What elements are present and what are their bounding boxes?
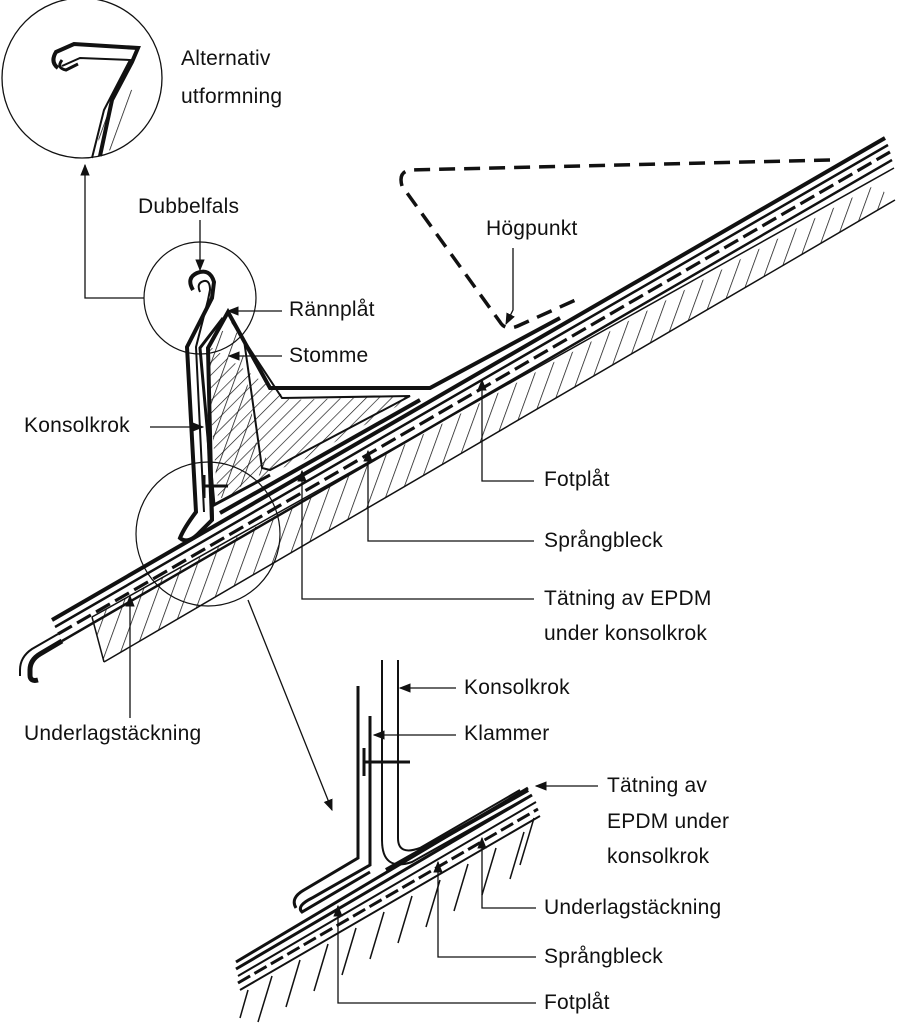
gutter-sheet [177,269,561,543]
drip-edge [27,638,64,683]
label-konsolkrok: Konsolkrok [24,414,130,437]
detail-label-fotplat: Fotplåt [544,991,610,1014]
label-dubbelfals: Dubbelfals [138,195,240,218]
label-underlagstackning: Underlagstäckning [24,722,202,745]
label-alternativ-line2: utformning [181,85,283,108]
label-alternativ-line1: Alternativ [181,47,271,70]
label-fotplat: Fotplåt [544,468,610,491]
roof-deck-left-edge [91,616,105,663]
detail-view [235,660,541,1023]
roof-deck-bottom [103,199,896,663]
gutter [177,269,561,543]
callout-circle-detail [135,461,281,607]
label-sprangbleck: Språngbleck [544,529,663,552]
detail-label-underlagstackning: Underlagstäckning [544,896,722,919]
roof-layer-2 [54,143,889,629]
detail-leader-lines [333,683,598,1004]
detail-label-klammer: Klammer [464,722,550,745]
label-hogpunkt: Högpunkt [486,217,578,240]
detail-label-tatning-line1: Tätning av [607,774,708,797]
leader-lines [80,163,534,812]
alternative-design-shape [51,41,141,159]
detail-label-konsolkrok: Konsolkrok [464,676,570,699]
bracket-hook [206,419,214,521]
detail-label-sprangbleck: Språngbleck [544,945,663,968]
label-tatning-line1: Tätning av EPDM [544,587,712,610]
epdm-seal [219,398,421,515]
detail-label-tatning-line3: konsolkrok [607,845,710,868]
roof-layer-5 [91,167,895,618]
label-rannplat: Rännplåt [289,298,375,321]
label-tatning-line2: under konsolkrok [544,622,708,645]
label-stomme: Stomme [289,344,369,367]
roof-layer-3-dashed [57,150,891,636]
roof-deck-hatch [92,185,895,662]
detail-label-tatning-line2: EPDM under [607,810,730,833]
inset-circle-alternative [1,0,163,159]
roof-layer-4 [61,158,893,643]
